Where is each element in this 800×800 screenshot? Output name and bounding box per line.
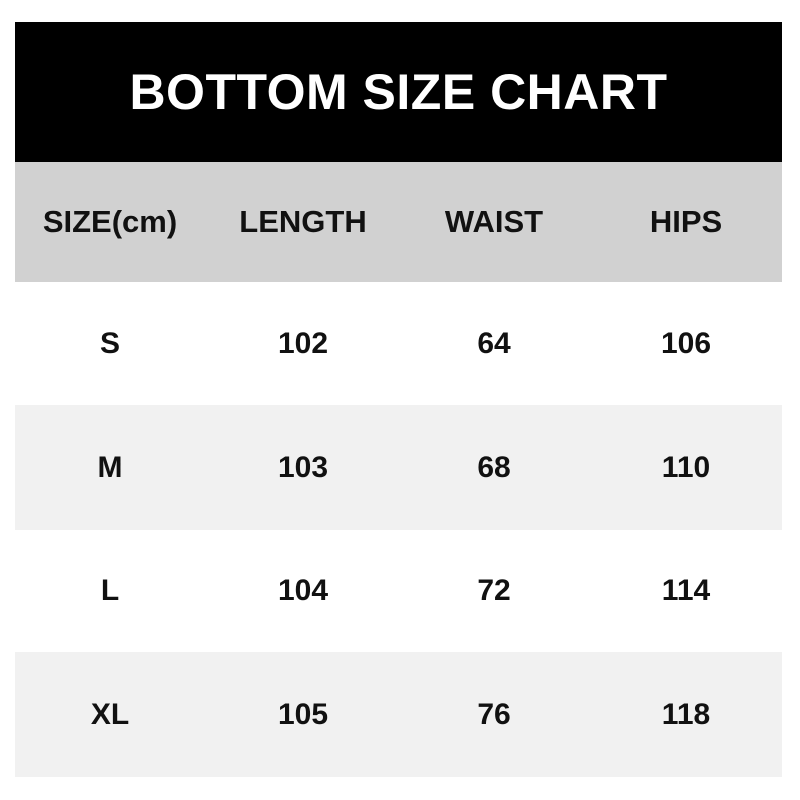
size-label: XL bbox=[90, 697, 130, 731]
measurement: 114 bbox=[661, 574, 711, 607]
measurement: 72 bbox=[477, 574, 511, 607]
measurement: 110 bbox=[661, 450, 711, 484]
table-row: M 103 68 110 bbox=[15, 405, 782, 530]
measurement: 105 bbox=[277, 697, 329, 731]
column-header: LENGTH bbox=[239, 204, 367, 239]
measurement: 106 bbox=[660, 326, 712, 360]
column-header: SIZE(cm) bbox=[42, 204, 178, 239]
header-row: SIZE(cm) LENGTH WAIST HIPS bbox=[15, 162, 782, 282]
measurement: 104 bbox=[277, 574, 329, 607]
column-header: WAIST bbox=[444, 204, 544, 239]
measurement: 102 bbox=[277, 326, 329, 360]
measurement: 68 bbox=[477, 450, 511, 484]
measurement: 76 bbox=[477, 697, 511, 731]
size-label: M bbox=[97, 450, 123, 484]
table-row: L 104 72 114 bbox=[15, 530, 782, 652]
size-label: S bbox=[99, 326, 120, 360]
measurement: 103 bbox=[277, 450, 329, 484]
chart-title: BOTTOM SIZE CHART bbox=[15, 22, 782, 162]
table-row: S 102 64 106 bbox=[15, 282, 782, 405]
table-row: XL 105 76 118 bbox=[15, 652, 782, 777]
size-label: L bbox=[100, 574, 120, 607]
column-header: HIPS bbox=[649, 204, 723, 239]
measurement: 118 bbox=[661, 697, 711, 731]
measurement: 64 bbox=[477, 326, 511, 360]
